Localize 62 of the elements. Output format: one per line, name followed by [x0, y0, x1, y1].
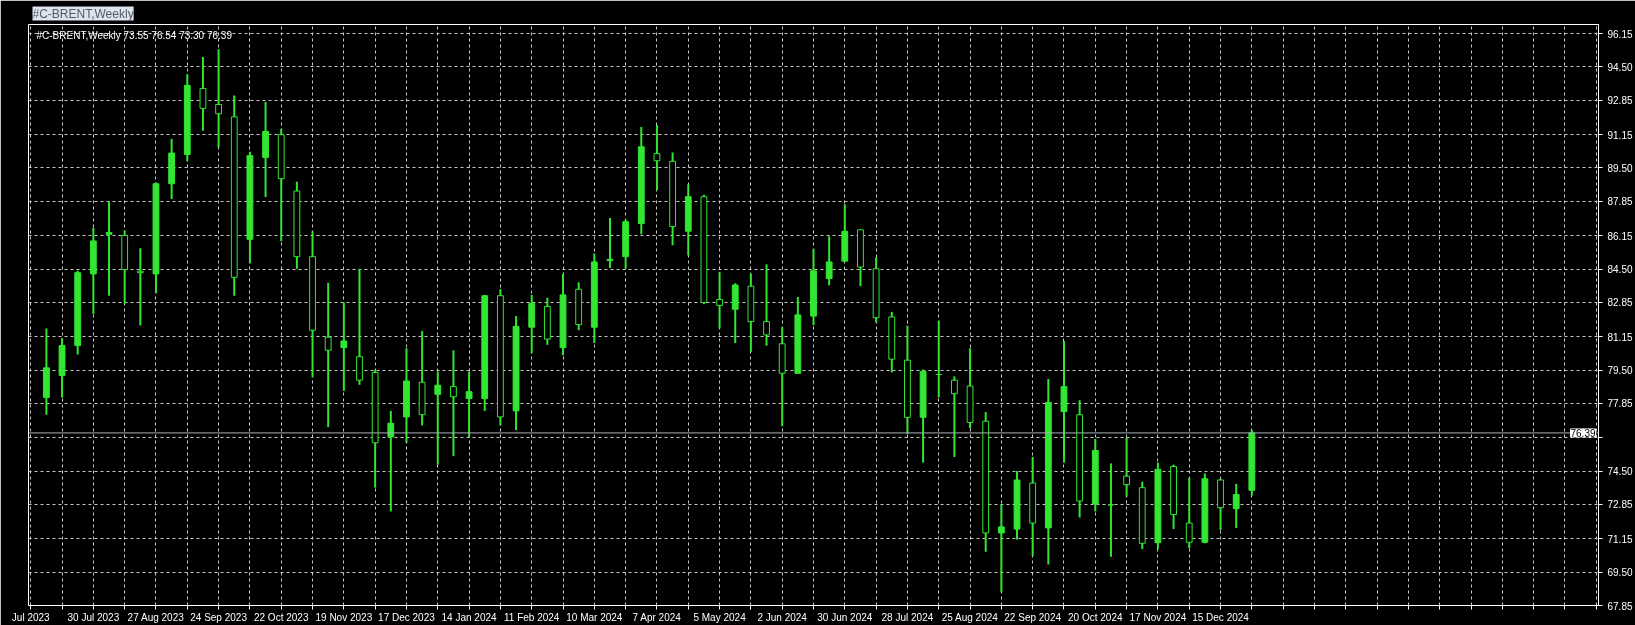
y-tick-label: 82.85 — [1607, 297, 1633, 309]
y-tick-label: 74.50 — [1607, 466, 1633, 478]
candlestick — [950, 375, 958, 458]
x-tick-label: 7 Apr 2024 — [632, 611, 682, 623]
x-tick-label: 30 Jul 2023 — [67, 611, 120, 623]
y-tick-label: 92.85 — [1607, 95, 1633, 107]
candlestick — [528, 293, 536, 355]
x-tick-label: 14 Jan 2024 — [441, 611, 498, 623]
candlestick — [324, 281, 332, 429]
y-tick-label: 67.85 — [1607, 600, 1633, 612]
y-tick-label: 84.50 — [1607, 264, 1633, 276]
candlestick — [997, 503, 1005, 594]
candlestick — [1185, 476, 1193, 550]
y-tick-label: 69.50 — [1607, 567, 1633, 579]
candlestick — [1123, 436, 1131, 498]
candlestick — [465, 370, 473, 438]
candlestick — [434, 370, 442, 466]
candlestick — [653, 123, 661, 192]
x-tick-label: 30 Jun 2024 — [817, 611, 873, 623]
y-tick-label: 94.50 — [1607, 61, 1633, 73]
x-tick-label: 5 May 2024 — [693, 611, 747, 623]
x-tick-label: 22 Sep 2024 — [1004, 611, 1062, 623]
candlestick — [340, 301, 348, 392]
x-tick-label: 24 Sep 2023 — [190, 611, 248, 623]
candlestick — [199, 56, 207, 132]
candlestick — [825, 235, 833, 287]
y-tick-label: 96.15 — [1607, 28, 1633, 40]
x-tick-label: 11 Feb 2024 — [504, 611, 560, 623]
x-tick-label: 15 Dec 2024 — [1192, 611, 1250, 623]
y-tick-label: 89.50 — [1607, 162, 1633, 174]
candlestick — [136, 247, 144, 327]
x-tick-label: 22 Oct 2023 — [253, 611, 309, 623]
candlestick — [1232, 482, 1240, 529]
candlestick — [1107, 462, 1115, 558]
y-tick-label: 91.15 — [1607, 129, 1633, 141]
y-tick-label: 77.85 — [1607, 398, 1633, 410]
x-tick-label: 28 Jul 2024 — [881, 611, 934, 623]
ref-line-label: 76.39 — [1570, 427, 1596, 439]
x-tick-label: 19 Nov 2023 — [315, 611, 373, 623]
x-tick-label: 10 Mar 2024 — [566, 611, 623, 623]
candlestick — [763, 263, 770, 347]
y-tick-label: 87.85 — [1607, 196, 1633, 208]
candlestick — [105, 200, 113, 297]
text: #C-BRENT,Weekly 73.55 76.54 73.30 76.39 — [36, 29, 233, 41]
candlestick — [450, 349, 457, 458]
candlestick — [356, 267, 363, 386]
x-tick-label: 25 Aug 2024 — [941, 611, 999, 623]
candlestick — [606, 216, 614, 270]
y-tick-label: 86.15 — [1607, 230, 1633, 242]
candlestick — [716, 270, 723, 330]
x-tick-label: 17 Dec 2023 — [378, 611, 436, 623]
y-tick-label: 81.15 — [1607, 331, 1633, 343]
y-tick-label: 71.15 — [1607, 533, 1633, 545]
candlestick — [215, 48, 223, 149]
x-tick-label: Jul 2023 — [11, 611, 51, 623]
x-tick-label: 17 Nov 2024 — [1129, 611, 1187, 623]
candlestick — [387, 409, 395, 513]
x-tick-label: 27 Aug 2023 — [127, 611, 185, 623]
x-tick-label: 2 Jun 2024 — [757, 611, 808, 623]
x-tick-label: 20 Oct 2024 — [1068, 611, 1123, 623]
y-tick-label: 72.85 — [1607, 499, 1633, 511]
y-tick-label: 79.50 — [1607, 365, 1633, 377]
